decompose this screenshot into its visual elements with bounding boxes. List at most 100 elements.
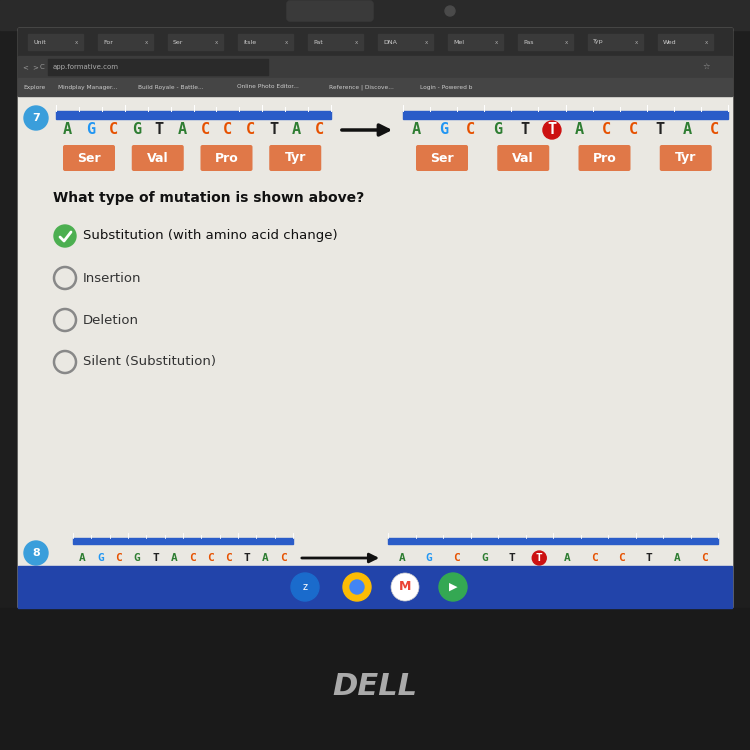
Text: ☆: ☆ <box>702 62 709 71</box>
Circle shape <box>543 121 561 139</box>
Bar <box>518 34 573 50</box>
Text: A: A <box>292 122 302 137</box>
Circle shape <box>439 573 467 601</box>
Text: Val: Val <box>147 152 169 164</box>
Text: A: A <box>412 122 421 137</box>
Text: T: T <box>656 122 664 137</box>
Text: C: C <box>109 122 118 137</box>
Text: C: C <box>246 122 255 137</box>
Text: G: G <box>132 122 141 137</box>
Text: C: C <box>224 122 232 137</box>
Text: C: C <box>226 553 232 563</box>
Text: DELL: DELL <box>332 671 418 700</box>
Bar <box>308 34 363 50</box>
Text: C: C <box>591 553 598 563</box>
Text: T: T <box>152 553 159 563</box>
Text: C: C <box>453 553 460 563</box>
Text: C: C <box>710 122 719 137</box>
Text: x: x <box>635 40 638 44</box>
Text: DNA: DNA <box>383 40 397 44</box>
Text: Mindplay Manager...: Mindplay Manager... <box>58 85 117 89</box>
Bar <box>0 0 750 30</box>
Text: M: M <box>399 580 411 593</box>
Circle shape <box>54 225 76 247</box>
FancyBboxPatch shape <box>287 1 373 21</box>
Bar <box>73 538 293 544</box>
Text: G: G <box>481 553 488 563</box>
Text: C: C <box>700 553 708 563</box>
Text: G: G <box>134 553 140 563</box>
Text: 8: 8 <box>32 548 40 558</box>
Bar <box>168 34 223 50</box>
Text: x: x <box>705 40 708 44</box>
Text: G: G <box>426 553 433 563</box>
Text: A: A <box>178 122 187 137</box>
Text: T: T <box>509 553 515 563</box>
Circle shape <box>532 551 546 565</box>
Text: Pat: Pat <box>313 40 322 44</box>
Text: C: C <box>189 553 196 563</box>
Circle shape <box>343 573 371 601</box>
Text: Tyr: Tyr <box>284 152 306 164</box>
Text: Ser: Ser <box>430 152 454 164</box>
Text: For: For <box>103 40 112 44</box>
Text: C: C <box>466 122 476 137</box>
Text: Pas: Pas <box>523 40 533 44</box>
Bar <box>18 78 732 96</box>
Text: A: A <box>170 553 177 563</box>
Circle shape <box>291 573 319 601</box>
Text: Unit: Unit <box>33 40 46 44</box>
Text: Silent (Substitution): Silent (Substitution) <box>83 356 216 368</box>
Bar <box>658 34 713 50</box>
Text: G: G <box>494 122 502 137</box>
FancyBboxPatch shape <box>578 145 631 171</box>
FancyBboxPatch shape <box>416 145 468 171</box>
Bar <box>378 34 433 50</box>
Text: C: C <box>315 122 324 137</box>
Bar <box>388 538 718 544</box>
Bar <box>18 28 732 608</box>
Text: x: x <box>355 40 358 44</box>
Text: z: z <box>302 582 307 592</box>
Text: T: T <box>646 553 652 563</box>
Circle shape <box>445 6 455 16</box>
Text: C: C <box>207 553 214 563</box>
Text: >: > <box>32 64 38 70</box>
Bar <box>588 34 643 50</box>
Text: Explore: Explore <box>23 85 45 89</box>
FancyBboxPatch shape <box>269 145 321 171</box>
Text: Pro: Pro <box>214 152 238 164</box>
Text: x: x <box>495 40 498 44</box>
FancyBboxPatch shape <box>660 145 712 171</box>
Text: C: C <box>200 122 209 137</box>
Text: C: C <box>280 553 287 563</box>
Bar <box>18 56 732 78</box>
Text: Deletion: Deletion <box>83 314 139 326</box>
Text: Substitution (with amino acid change): Substitution (with amino acid change) <box>83 230 338 242</box>
Text: x: x <box>425 40 428 44</box>
Text: T: T <box>548 122 556 137</box>
Text: A: A <box>563 553 570 563</box>
Text: Online Photo Editor...: Online Photo Editor... <box>237 85 298 89</box>
Circle shape <box>391 573 419 601</box>
Text: x: x <box>565 40 568 44</box>
Text: C: C <box>116 553 122 563</box>
FancyBboxPatch shape <box>200 145 253 171</box>
Text: itsle: itsle <box>243 40 256 44</box>
Text: Insertion: Insertion <box>83 272 142 284</box>
Text: G: G <box>439 122 448 137</box>
Text: Typ: Typ <box>593 40 604 44</box>
Text: T: T <box>154 122 164 137</box>
Text: A: A <box>262 553 268 563</box>
Circle shape <box>24 541 48 565</box>
Circle shape <box>350 580 364 594</box>
Text: C: C <box>40 64 45 70</box>
Text: <: < <box>22 64 28 70</box>
Text: C: C <box>602 122 610 137</box>
Text: app.formative.com: app.formative.com <box>53 64 119 70</box>
Bar <box>238 34 293 50</box>
Text: Tyr: Tyr <box>675 152 697 164</box>
Bar <box>0 608 750 750</box>
Bar <box>448 34 503 50</box>
Text: T: T <box>536 553 542 563</box>
